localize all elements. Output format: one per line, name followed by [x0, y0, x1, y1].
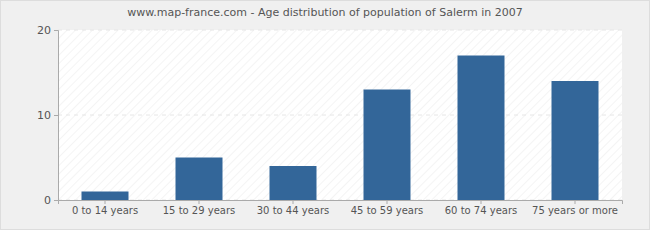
bar — [364, 90, 411, 201]
y-tick-mark — [54, 30, 58, 31]
y-tick-mark — [54, 200, 58, 201]
title: www.map-france.com - Age distribution of… — [127, 6, 523, 19]
x-tick: 60 to 74 years — [445, 200, 518, 216]
x-tick: 0 to 14 years — [72, 200, 138, 216]
x-tick-label: 45 to 59 years — [351, 205, 424, 216]
y-tick-mark — [54, 115, 58, 116]
y-tick: 0 — [44, 194, 58, 207]
y-tick-label: 10 — [37, 109, 51, 122]
bar — [552, 81, 599, 200]
background — [1, 1, 650, 230]
x-tick-mark — [387, 200, 388, 204]
plot-area — [58, 30, 622, 200]
x-tick: 30 to 44 years — [257, 200, 330, 216]
x-axis: 0 to 14 years 15 to 29 years 30 to 44 year… — [59, 200, 623, 216]
bars — [82, 56, 599, 201]
x-tick-label: 75 years or more — [532, 205, 618, 216]
bar — [270, 166, 317, 200]
x-tick-label: 15 to 29 years — [163, 205, 236, 216]
x-tick: 75 years or more — [532, 200, 618, 216]
grid-line — [58, 30, 622, 31]
x-axis-line — [59, 201, 623, 205]
x-tick-mark — [293, 200, 294, 204]
x-tick: 45 to 59 years — [351, 200, 424, 216]
chart: 0 10 20 0 to 14 years 15 to 29 years 30 to 44… — [0, 0, 650, 230]
bar — [458, 56, 505, 201]
y-tick-label: 20 — [37, 24, 51, 37]
bar — [82, 192, 129, 201]
grid-line — [58, 115, 622, 116]
x-tick-label: 60 to 74 years — [445, 205, 518, 216]
bar — [176, 158, 223, 201]
plot: 0 10 20 0 to 14 years 15 to 29 years 30 to 44… — [37, 24, 623, 216]
x-tick-mark — [575, 200, 576, 204]
y-tick: 20 — [37, 24, 58, 37]
y-axis-line — [54, 31, 59, 201]
x-tick-label: 0 to 14 years — [72, 205, 138, 216]
x-tick-label: 30 to 44 years — [257, 205, 330, 216]
grid — [58, 30, 622, 200]
x-tick-mark — [481, 200, 482, 204]
x-tick-mark — [199, 200, 200, 204]
y-tick: 10 — [37, 109, 58, 122]
x-tick: 15 to 29 years — [163, 200, 236, 216]
x-tick-mark — [105, 200, 106, 204]
y-tick-label: 0 — [44, 194, 51, 207]
y-axis: 0 10 20 — [37, 24, 59, 207]
